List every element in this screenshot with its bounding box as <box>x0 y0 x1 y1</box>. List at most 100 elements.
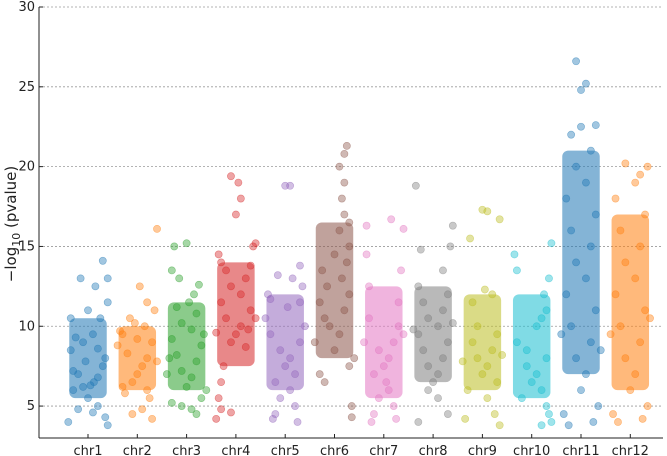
data-point <box>577 86 585 94</box>
data-point <box>542 354 551 363</box>
point-cloud-core <box>315 222 354 359</box>
data-point <box>130 319 139 327</box>
data-point <box>345 290 354 299</box>
x-tick-label: chr11 <box>562 444 599 456</box>
data-point <box>362 250 371 259</box>
data-points <box>64 57 654 430</box>
data-point <box>182 383 191 391</box>
data-point <box>498 351 507 359</box>
data-point <box>286 181 295 190</box>
data-point <box>609 410 617 418</box>
data-point <box>429 378 437 387</box>
y-tick-label: 15 <box>18 239 35 254</box>
data-point <box>162 370 171 379</box>
data-point <box>103 274 112 283</box>
data-point <box>197 394 206 402</box>
data-point <box>434 394 442 402</box>
data-point <box>490 410 499 418</box>
data-point <box>337 274 346 283</box>
data-point <box>616 322 625 331</box>
data-point <box>135 282 144 291</box>
data-point <box>301 322 309 331</box>
data-point <box>123 349 132 358</box>
data-point <box>446 242 455 251</box>
data-point <box>227 282 235 291</box>
data-point <box>320 314 329 323</box>
data-point <box>641 210 649 219</box>
data-point <box>641 306 649 315</box>
data-point <box>582 178 590 187</box>
data-point <box>143 298 152 307</box>
data-point <box>143 386 152 395</box>
data-point <box>582 79 590 88</box>
data-point <box>172 303 181 312</box>
data-point <box>582 370 590 379</box>
data-point <box>98 256 107 265</box>
data-point <box>217 258 226 267</box>
point-cloud-core <box>562 150 600 375</box>
data-point <box>399 330 408 339</box>
data-point <box>93 402 102 410</box>
y-axis-title-sub: 10 <box>10 233 23 247</box>
data-point <box>532 322 541 331</box>
data-point <box>236 290 245 299</box>
data-point <box>564 421 573 430</box>
data-point <box>340 149 349 158</box>
x-tick-label: chr2 <box>123 444 152 456</box>
data-point <box>170 242 179 251</box>
data-point <box>315 370 324 379</box>
data-point <box>342 258 351 267</box>
data-point <box>495 215 504 224</box>
data-point <box>153 357 161 366</box>
data-point <box>473 322 482 331</box>
data-point <box>387 215 396 224</box>
data-point <box>266 330 275 339</box>
data-point <box>133 370 142 379</box>
data-point <box>165 354 174 363</box>
data-point <box>103 421 112 430</box>
data-point <box>384 386 393 395</box>
data-point <box>384 354 393 363</box>
data-point <box>330 346 339 355</box>
data-point <box>231 210 240 219</box>
data-point <box>392 414 401 423</box>
y-tick-label: 20 <box>18 160 35 175</box>
data-point <box>399 224 408 233</box>
data-point <box>318 266 327 275</box>
y-tick-label: 10 <box>18 319 35 334</box>
data-point <box>296 338 304 347</box>
data-point <box>419 346 428 355</box>
data-point <box>567 130 576 139</box>
y-axis-title-rest: (pvalue) <box>2 166 20 233</box>
data-point <box>611 194 620 203</box>
data-point <box>335 162 344 171</box>
data-point <box>187 325 196 334</box>
data-point <box>153 224 161 233</box>
data-point <box>411 181 420 190</box>
axes <box>38 7 663 439</box>
data-point <box>315 298 324 307</box>
x-tick-label: chr10 <box>513 444 550 456</box>
data-point <box>116 327 124 335</box>
data-point <box>138 362 147 371</box>
data-point <box>389 338 398 347</box>
data-point <box>419 298 428 307</box>
data-point <box>219 362 228 371</box>
data-point <box>340 178 349 187</box>
data-point <box>273 271 282 280</box>
point-cloud-core <box>118 326 157 391</box>
data-point <box>513 266 521 275</box>
data-point <box>424 362 433 371</box>
data-point <box>175 274 184 283</box>
data-point <box>89 330 97 339</box>
data-point <box>596 346 605 355</box>
data-point <box>145 394 154 402</box>
x-tick-label: chr7 <box>369 444 398 456</box>
data-point <box>222 314 230 323</box>
data-point <box>586 242 595 251</box>
data-point <box>626 386 635 395</box>
data-point <box>177 367 186 375</box>
data-point <box>532 370 541 379</box>
data-point <box>439 306 447 315</box>
data-point <box>586 338 595 347</box>
